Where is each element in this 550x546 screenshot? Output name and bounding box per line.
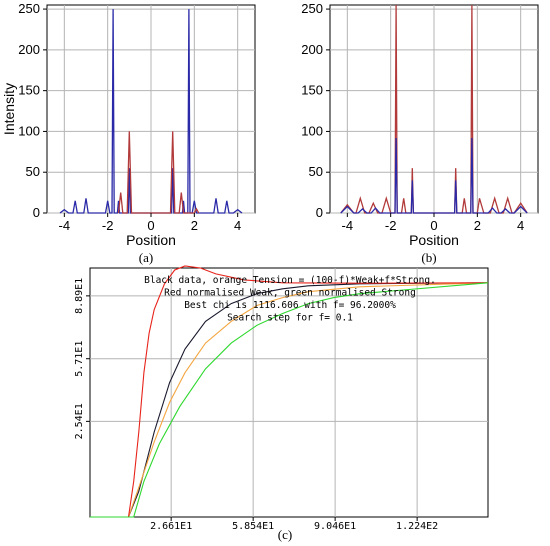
x-tick-label: 2 bbox=[474, 218, 481, 233]
y-tick-label: 50 bbox=[26, 164, 40, 179]
y-tick-label: 100 bbox=[18, 123, 40, 138]
panel-a-ticks: -4 -2 0 2 4 0 50 100 150 200 250 bbox=[18, 1, 241, 233]
y-tick-label: 200 bbox=[301, 42, 323, 57]
panel-a-caption: (a) bbox=[139, 250, 153, 265]
panel-b-grid bbox=[330, 5, 538, 214]
x-tick-label: -2 bbox=[385, 218, 397, 233]
y-tick-label: 8.89E1 bbox=[74, 278, 85, 314]
x-tick-label: 0 bbox=[147, 218, 154, 233]
panel-b-caption: (b) bbox=[421, 250, 436, 265]
series-line-c_red bbox=[90, 265, 489, 518]
y-tick-label: 200 bbox=[18, 42, 40, 57]
y-tick-label: 100 bbox=[301, 123, 323, 138]
y-tick-label: 250 bbox=[18, 1, 40, 16]
panel-a-xlabel: Position bbox=[126, 232, 176, 248]
x-tick-label: 0 bbox=[430, 218, 437, 233]
panel-a: -4 -2 0 2 4 0 50 100 150 200 250 Position Intensit… bbox=[1, 1, 256, 265]
series-line-c_orange bbox=[90, 282, 489, 518]
panel-a-ylabel: Intensity bbox=[1, 83, 17, 135]
series-line-c_green bbox=[90, 282, 489, 518]
x-tick-label: -2 bbox=[102, 218, 114, 233]
panel-b: -4 -2 0 2 4 0 50 100 150 200 250 Position (b) bbox=[301, 1, 539, 265]
annotation-line: Best chi is 1116.606 with f= 96.2000% bbox=[184, 300, 396, 311]
y-tick-label: 2.54E1 bbox=[74, 403, 85, 439]
panel-c-caption: (c) bbox=[278, 527, 292, 542]
panel-c: 2.661E1 5.854E1 9.046E1 1.224E2 2.54E1 5.71E1… bbox=[74, 265, 489, 542]
y-tick-label: 0 bbox=[316, 205, 323, 220]
x-tick-label: 2 bbox=[191, 218, 198, 233]
x-tick-label: 9.046E1 bbox=[314, 521, 356, 532]
panel-c-series bbox=[90, 265, 489, 518]
y-tick-label: 250 bbox=[301, 1, 323, 16]
annotation-line: Search step for f= 0.1 bbox=[227, 313, 353, 324]
annotation-line: Red normalised Weak, green normalised St… bbox=[164, 288, 416, 299]
y-tick-label: 5.71E1 bbox=[74, 341, 85, 377]
series-line-red bbox=[117, 131, 200, 214]
panel-c-ticks: 2.661E1 5.854E1 9.046E1 1.224E2 2.54E1 5.71E1… bbox=[74, 278, 438, 532]
series-line-blue bbox=[59, 9, 243, 214]
series-line-c_black bbox=[90, 282, 489, 518]
y-tick-label: 0 bbox=[33, 205, 40, 220]
panel-b-ticks: -4 -2 0 2 4 0 50 100 150 200 250 bbox=[301, 1, 524, 233]
x-tick-label: 1.224E2 bbox=[396, 521, 438, 532]
x-tick-label: 4 bbox=[234, 218, 241, 233]
x-tick-label: -4 bbox=[59, 218, 71, 233]
panel-a-series bbox=[59, 9, 243, 214]
panel-c-annotations: Black data, orange Tension = (100-f)*Wea… bbox=[144, 275, 436, 324]
panel-c-frame bbox=[89, 267, 489, 518]
x-tick-label: 5.854E1 bbox=[232, 521, 274, 532]
x-tick-label: -4 bbox=[342, 218, 354, 233]
x-tick-label: 2.661E1 bbox=[150, 521, 192, 532]
x-tick-label: 4 bbox=[517, 218, 524, 233]
panel-b-xlabel: Position bbox=[409, 232, 459, 248]
annotation-line: Black data, orange Tension = (100-f)*Wea… bbox=[144, 275, 436, 286]
y-tick-label: 150 bbox=[18, 83, 40, 98]
y-tick-label: 50 bbox=[309, 164, 323, 179]
y-tick-label: 150 bbox=[301, 83, 323, 98]
